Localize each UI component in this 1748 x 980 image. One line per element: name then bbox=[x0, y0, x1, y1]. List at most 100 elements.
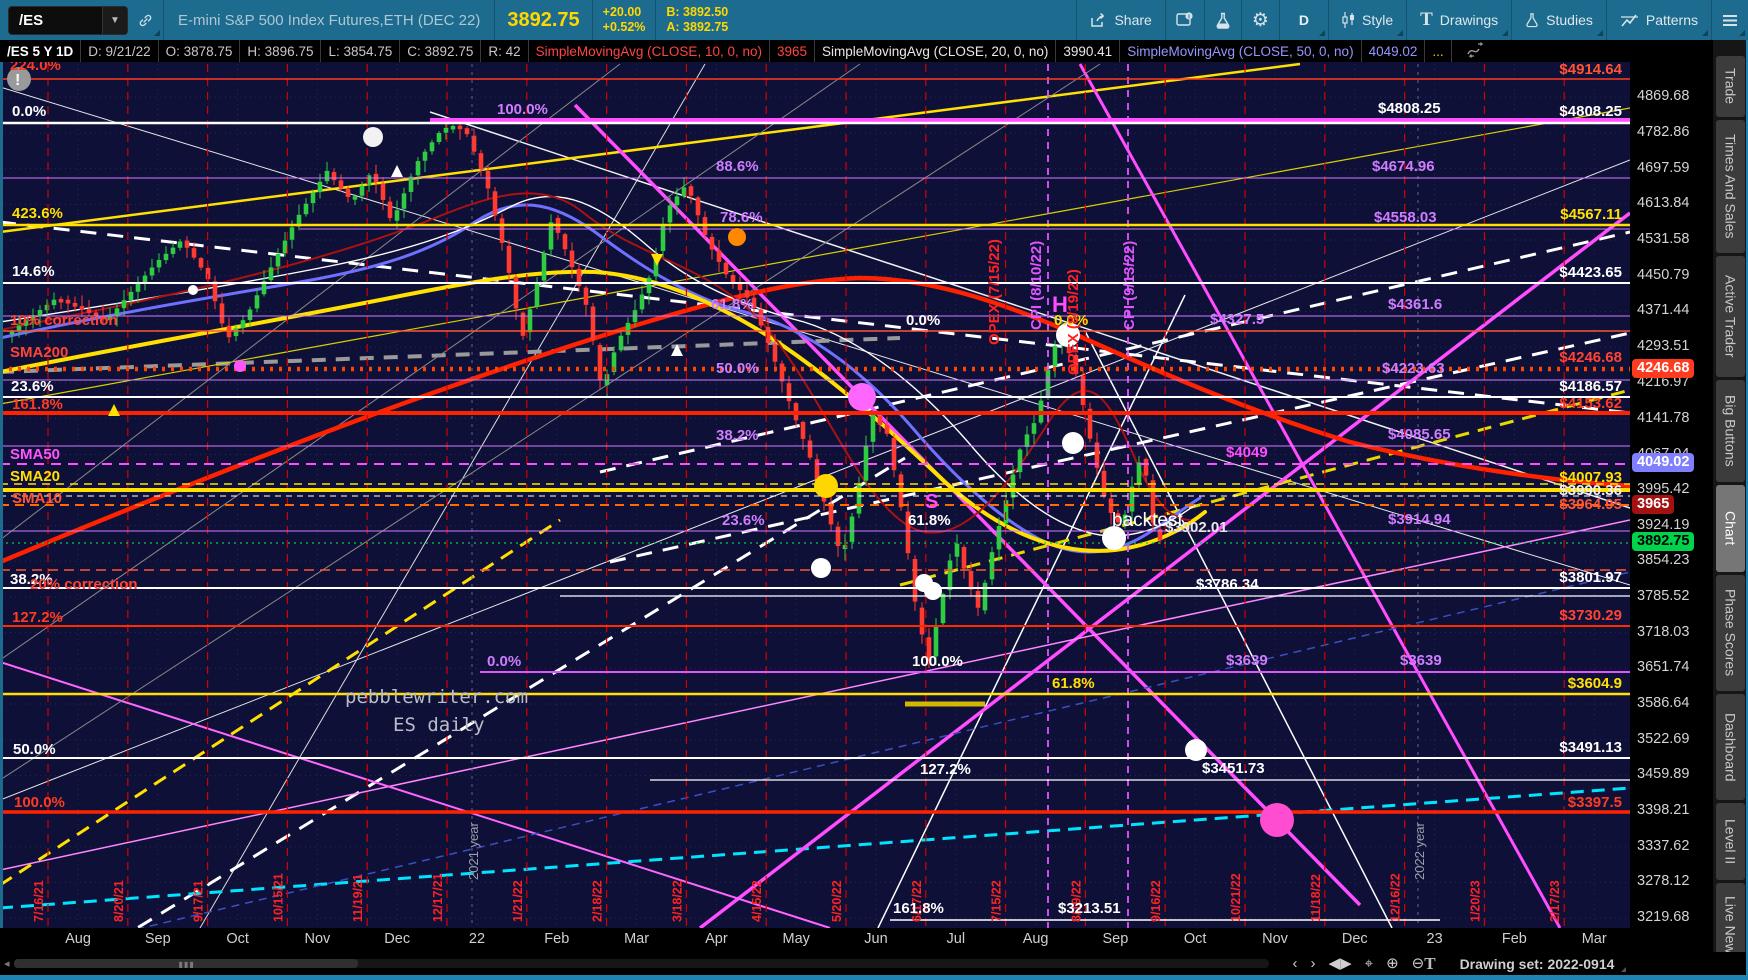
price-tick: 3459.89 bbox=[1637, 766, 1690, 783]
svg-text:i: i bbox=[1188, 13, 1190, 20]
chart-label: 224.0% bbox=[10, 62, 61, 74]
date-line-label: 9/16/22 bbox=[1149, 880, 1163, 922]
status-segment[interactable]: C: 3892.75 bbox=[400, 40, 482, 62]
zoom-in-icon[interactable]: ⊕ bbox=[1386, 954, 1399, 972]
symbol-dropdown[interactable]: /ES ▼ bbox=[8, 5, 128, 35]
chart-label: $3964.95 bbox=[1559, 496, 1622, 513]
chart-scrollbar[interactable]: ▮▮▮ bbox=[13, 959, 1269, 969]
status-segment[interactable]: SimpleMovingAvg (CLOSE, 10, 0, no) bbox=[529, 40, 770, 62]
status-segment[interactable]: D: 9/21/22 bbox=[81, 40, 159, 62]
price-tick: 4782.86 bbox=[1637, 123, 1690, 140]
chevron-down-icon[interactable]: ▼ bbox=[102, 6, 127, 34]
status-segment[interactable]: L: 3854.75 bbox=[321, 40, 401, 62]
drawings-button[interactable]: T Drawings bbox=[1407, 0, 1511, 40]
date-line-label: 12/17/21 bbox=[431, 873, 445, 922]
sidebar-tab-chart[interactable]: Chart bbox=[1716, 484, 1745, 572]
date-line-label: 6/17/22 bbox=[910, 880, 924, 922]
divider bbox=[1278, 0, 1280, 40]
month-label: May bbox=[782, 931, 810, 947]
drawings-label: Drawings bbox=[1439, 12, 1499, 28]
sidebar-tab-phase-scores[interactable]: Phase Scores bbox=[1716, 574, 1745, 691]
price-tick: 3924.19 bbox=[1637, 516, 1690, 533]
settings-gear-icon[interactable]: ⚙ bbox=[1251, 9, 1269, 31]
chart-label: 0.0% bbox=[906, 312, 940, 329]
analyze-flask-icon[interactable] bbox=[1205, 0, 1241, 40]
notes-icon[interactable]: i bbox=[1166, 0, 1204, 40]
chart-label: 23.6% bbox=[722, 512, 765, 529]
price-axis[interactable]: 4869.68 4782.86 4697.59 4613.84 4531.58 4450.… bbox=[1630, 40, 1713, 952]
chart-label: $4153.62 bbox=[1559, 395, 1622, 412]
sidebar-tab-times-and-sales[interactable]: Times And Sales bbox=[1716, 119, 1745, 254]
price-tick: 3398.21 bbox=[1637, 802, 1690, 819]
patterns-button[interactable]: Patterns bbox=[1607, 0, 1711, 40]
zoom-out-icon[interactable]: ⊖ bbox=[1411, 954, 1425, 972]
month-label: 23 bbox=[1426, 931, 1443, 947]
link-icon[interactable] bbox=[128, 0, 163, 40]
drawing-set-selector[interactable]: Drawing set: 2022-0914 bbox=[1452, 955, 1629, 973]
month-label: Oct bbox=[226, 931, 249, 947]
timeframe-button[interactable]: D bbox=[1280, 0, 1328, 40]
status-segment[interactable]: 4049.02 bbox=[1362, 40, 1426, 62]
price-tick: 4531.58 bbox=[1637, 231, 1690, 248]
sidebar-tab-big-buttons[interactable]: Big Buttons bbox=[1716, 379, 1745, 482]
time-axis[interactable]: Aug Sep Oct Nov Dec 22 Feb Mar Apr May Jun Jul Aug Se… bbox=[0, 928, 1713, 952]
price-badge: 3965 bbox=[1632, 495, 1675, 515]
divider bbox=[1406, 0, 1408, 40]
patterns-icon bbox=[1620, 14, 1638, 27]
chart-label: $4567.11 bbox=[1560, 206, 1622, 223]
month-label: Mar bbox=[1581, 931, 1607, 947]
page-forward-icon[interactable]: › bbox=[1310, 954, 1316, 972]
chart-label: $4007.93 bbox=[1559, 469, 1622, 486]
divider bbox=[655, 0, 657, 40]
chart-label: 38.2% bbox=[10, 571, 53, 588]
divider bbox=[1076, 0, 1078, 40]
date-line-label: 2/17/23 bbox=[1548, 880, 1562, 922]
text-note-tool[interactable]: T bbox=[1424, 953, 1436, 973]
scrollbar-thumb[interactable]: ▮▮▮ bbox=[13, 959, 358, 969]
status-segment[interactable]: O: 3878.75 bbox=[159, 40, 241, 62]
status-segment[interactable]: 3990.41 bbox=[1056, 40, 1121, 62]
chart-canvas[interactable]: 7/16/21 8/20/21 9/17/21 10/15/21 11/19/21 12/… bbox=[0, 62, 1630, 928]
menu-icon[interactable] bbox=[1712, 0, 1748, 40]
status-segment[interactable]: R: 42 bbox=[481, 40, 529, 62]
style-label: Style bbox=[1361, 12, 1394, 28]
divider bbox=[1203, 0, 1205, 40]
bid-ask: B: 3892.50 A: 3892.75 bbox=[656, 5, 738, 35]
crosshair-icon[interactable]: ⌖ bbox=[1364, 954, 1374, 972]
share-button[interactable]: Share bbox=[1077, 0, 1164, 40]
studies-button[interactable]: Studies bbox=[1512, 0, 1606, 40]
price-tick: 4293.51 bbox=[1637, 338, 1690, 355]
window-left-border bbox=[0, 62, 3, 952]
pattern-squiggle-icon[interactable] bbox=[1466, 41, 1488, 61]
share-label: Share bbox=[1114, 12, 1152, 28]
date-line-label: 10/15/21 bbox=[271, 873, 285, 922]
chart-marker bbox=[811, 558, 831, 578]
chart-label: 0.0% bbox=[12, 103, 46, 120]
status-segment[interactable]: 3965 bbox=[770, 40, 816, 62]
chart-label: 161.8% bbox=[12, 396, 63, 413]
chart-label: OPEX (8/19/22) bbox=[1065, 269, 1082, 375]
scroll-left-arrow[interactable]: ◂ bbox=[4, 958, 10, 970]
change-value: +20.00 bbox=[602, 5, 642, 19]
date-line-label: 1/20/23 bbox=[1468, 880, 1482, 922]
page-back-icon[interactable]: ‹ bbox=[1292, 954, 1298, 972]
sidebar-tab-dashboard[interactable]: Dashboard bbox=[1716, 693, 1745, 801]
status-segment[interactable]: ... bbox=[1425, 40, 1452, 62]
chart-label: $4246.68 bbox=[1559, 349, 1622, 366]
status-segment[interactable]: H: 3896.75 bbox=[240, 40, 322, 62]
sidebar-tab-trade[interactable]: Trade bbox=[1716, 55, 1745, 117]
patterns-label: Patterns bbox=[1645, 12, 1698, 28]
chart-label: 100.0% bbox=[14, 794, 65, 811]
up-arrow-marker bbox=[108, 404, 120, 416]
status-segment[interactable]: SimpleMovingAvg (CLOSE, 20, 0, no) bbox=[815, 40, 1057, 62]
sidebar-tabstrip: Trade Times And Sales Active Trader Big But… bbox=[1713, 40, 1748, 975]
status-segment[interactable]: /ES 5 Y 1D bbox=[0, 40, 82, 62]
chart-label: 100.0% bbox=[912, 653, 963, 670]
sidebar-tab-level-ii[interactable]: Level II bbox=[1716, 803, 1745, 880]
sidebar-tab-active-trader[interactable]: Active Trader bbox=[1716, 256, 1745, 377]
pan-icon[interactable]: ◀▶ bbox=[1328, 954, 1352, 972]
status-segment[interactable]: SimpleMovingAvg (CLOSE, 50, 0, no) bbox=[1120, 40, 1362, 62]
style-button[interactable]: Style bbox=[1329, 0, 1406, 40]
chart-label: $4674.96 bbox=[1372, 158, 1435, 175]
date-line-label: 1/21/22 bbox=[511, 880, 525, 922]
